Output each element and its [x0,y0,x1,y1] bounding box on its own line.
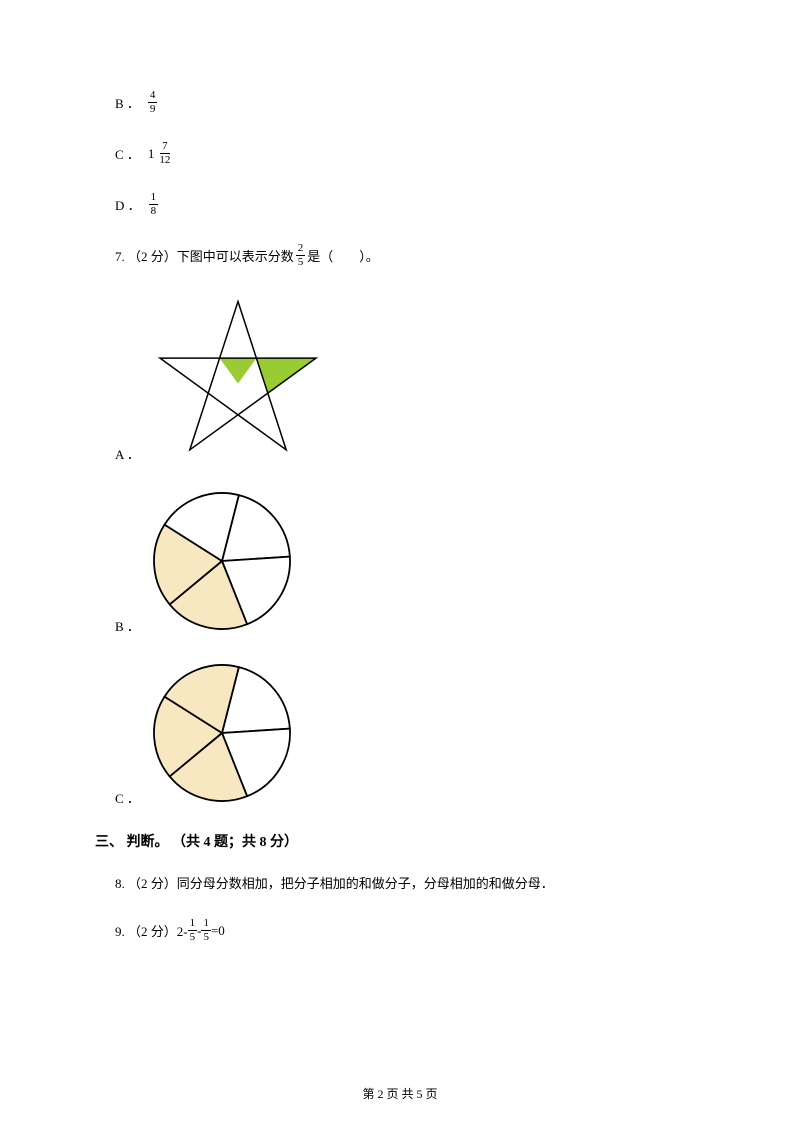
fraction-b: 4 9 [148,90,158,115]
figure-option-a: A ． [115,288,705,463]
question-9: 9. （2 分）2- 1 5 - 1 5 =0 [115,918,705,943]
option-d-label: D ． [115,195,141,214]
star-figure [148,288,328,463]
option-d: D ． 1 8 [115,192,705,217]
page-footer: 第 2 页 共 5 页 [0,1085,800,1102]
q9-suffix: =0 [211,923,225,939]
figure-option-b: B ． [115,487,705,635]
figure-option-c: C ． [115,659,705,807]
q7-fraction: 2 5 [296,243,306,268]
figure-b-label: B ． [115,616,140,635]
option-c-label: C ． [115,144,140,163]
q7-prefix: 7. （2 分）下图中可以表示分数 [115,246,294,265]
option-c: C ． 1 7 12 [115,141,705,166]
figure-a-label: A ． [115,444,140,463]
q9-frac1: 1 5 [188,918,198,943]
figure-c-label: C ． [115,788,140,807]
q7-suffix: 是（ ）。 [307,246,379,265]
question-8: 8. （2 分）同分母分数相加，把分子相加的和做分子，分母相加的和做分母． [115,873,705,892]
fraction-d: 1 8 [149,192,159,217]
q9-frac2: 1 5 [201,918,211,943]
option-b-label: B ． [115,93,140,112]
option-b: B ． 4 9 [115,90,705,115]
circle-b-figure [148,487,296,635]
circle-c-figure [148,659,296,807]
q9-prefix: 9. （2 分）2- [115,921,188,940]
mixed-fraction-c: 1 7 12 [148,141,173,166]
question-7: 7. （2 分）下图中可以表示分数 2 5 是（ ）。 [115,243,705,268]
section-3-header: 三、 判断。 （共 4 题；共 8 分） [95,831,705,851]
